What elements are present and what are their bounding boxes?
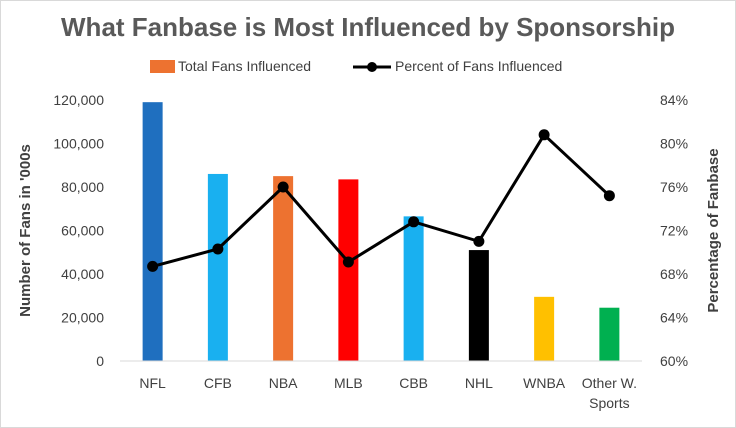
legend: Total Fans Influenced Percent of Fans In… [150, 58, 562, 74]
right-axis-ticks: 60% 64% 68% 72% 76% 80% 84% [660, 92, 688, 369]
percent-point [212, 243, 224, 255]
left-axis-ticks: 0 20,000 40,000 60,000 80,000 100,000 120,000 [53, 92, 104, 369]
bar [338, 179, 359, 361]
bar [599, 307, 620, 361]
x-tick-label: WNBA [523, 375, 566, 391]
bar [273, 176, 294, 361]
x-tick-label: MLB [334, 375, 363, 391]
percent-point [277, 181, 289, 193]
legend-label-bar: Total Fans Influenced [178, 58, 311, 74]
y2-tick-label: 68% [660, 266, 688, 282]
x-tick-label: NHL [465, 375, 493, 391]
percent-point [538, 129, 550, 141]
y2-tick-label: 80% [660, 136, 688, 152]
x-tick-label: Sports [589, 395, 629, 411]
y-tick-label: 60,000 [61, 223, 104, 239]
bar [403, 216, 424, 361]
x-tick-label: NBA [269, 375, 298, 391]
y-tick-label: 80,000 [61, 179, 104, 195]
y-tick-label: 100,000 [53, 136, 104, 152]
percent-point [147, 260, 159, 272]
bar [207, 173, 228, 361]
x-tick-label: Other W. [582, 375, 637, 391]
percent-point [473, 235, 485, 247]
legend-swatch-bar [150, 60, 175, 73]
percent-point [603, 190, 615, 202]
bar [468, 250, 489, 361]
x-tick-label: CBB [399, 375, 428, 391]
y-tick-label: 120,000 [53, 92, 104, 108]
bar [142, 102, 163, 362]
y2-tick-label: 76% [660, 179, 688, 195]
percent-point [408, 216, 420, 228]
y2-tick-label: 64% [660, 310, 688, 326]
percent-series-line [152, 133, 611, 268]
percent-point [342, 256, 354, 268]
legend-swatch-marker [367, 62, 377, 72]
y-tick-label: 40,000 [61, 266, 104, 282]
y-tick-label: 0 [96, 353, 104, 369]
x-tick-label: CFB [204, 375, 232, 391]
legend-label-line: Percent of Fans Influenced [395, 58, 562, 74]
x-tick-label: NFL [139, 375, 166, 391]
chart-title: What Fanbase is Most Influenced by Spons… [61, 12, 675, 42]
bars [142, 102, 620, 362]
bar [534, 296, 555, 361]
y-axis-title: Number of Fans in '000s [17, 144, 34, 317]
y2-tick-label: 84% [660, 92, 688, 108]
x-axis-labels: NFL CFB NBA MLB CBB NHL WNBA Other W. Sports [139, 375, 637, 411]
y-tick-label: 20,000 [61, 310, 104, 326]
y2-axis-title: Percentage of Fanbase [705, 148, 722, 312]
y2-tick-label: 72% [660, 223, 688, 239]
y2-tick-label: 60% [660, 353, 688, 369]
percent-line [147, 129, 615, 272]
